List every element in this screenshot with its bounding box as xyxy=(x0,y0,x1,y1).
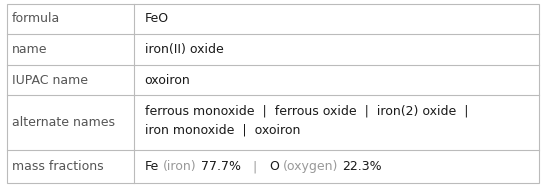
Text: formula: formula xyxy=(12,13,60,25)
Text: O: O xyxy=(269,160,278,173)
Text: (oxygen): (oxygen) xyxy=(283,160,338,173)
Text: name: name xyxy=(12,43,48,56)
Text: alternate names: alternate names xyxy=(12,116,115,129)
Text: FeO: FeO xyxy=(145,13,169,25)
Text: IUPAC name: IUPAC name xyxy=(12,73,88,87)
Text: mass fractions: mass fractions xyxy=(12,160,104,173)
Text: ferrous monoxide  |  ferrous oxide  |  iron(2) oxide  |
iron monoxide  |  oxoiro: ferrous monoxide | ferrous oxide | iron(… xyxy=(145,105,468,136)
Text: oxoiron: oxoiron xyxy=(145,73,191,87)
Text: |: | xyxy=(241,160,269,173)
Text: (iron): (iron) xyxy=(163,160,197,173)
Text: 22.3%: 22.3% xyxy=(342,160,382,173)
Text: 77.7%: 77.7% xyxy=(200,160,241,173)
Text: Fe: Fe xyxy=(145,160,159,173)
Text: iron(II) oxide: iron(II) oxide xyxy=(145,43,223,56)
